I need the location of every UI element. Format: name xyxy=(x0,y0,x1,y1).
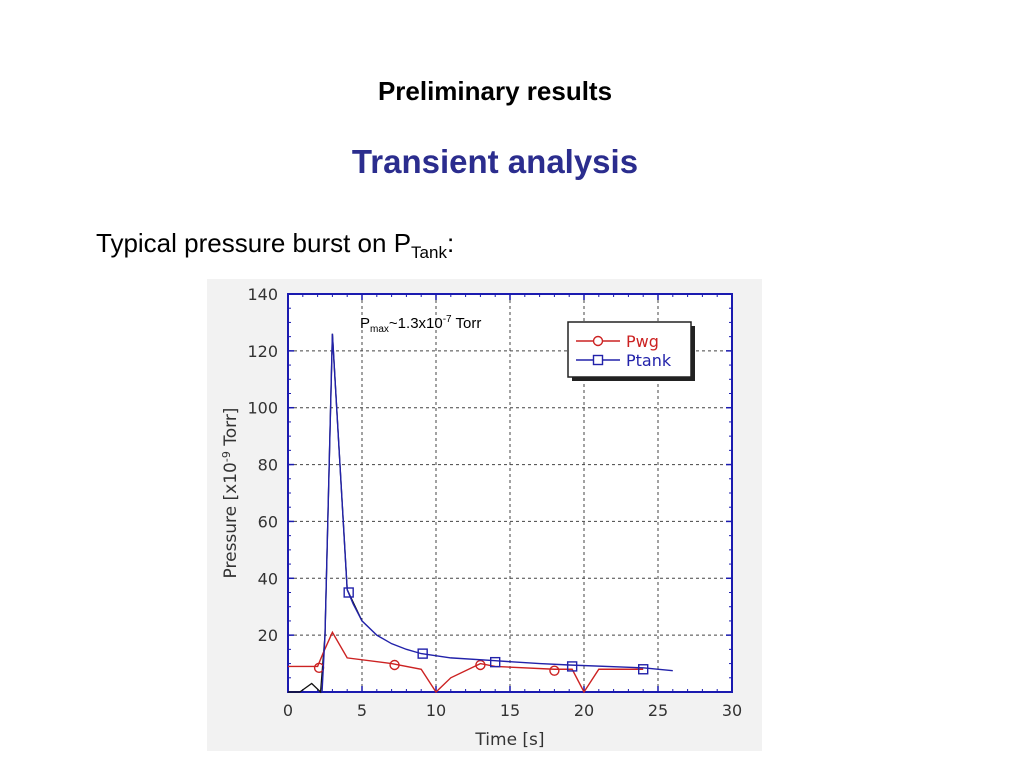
y-tick-label: 140 xyxy=(247,285,278,304)
data-point-ptank xyxy=(490,656,501,668)
data-point-ptank xyxy=(566,661,578,672)
y-tick-label: 20 xyxy=(258,626,278,645)
legend-box xyxy=(567,321,692,378)
x-tick-label: 30 xyxy=(722,701,742,720)
page-title: Preliminary results xyxy=(377,76,613,106)
lead-text-suffix: : xyxy=(446,228,455,258)
legend-label-ptank: Ptank xyxy=(626,351,672,370)
x-tick-label: 15 xyxy=(500,701,520,720)
section-subtitle: Transient analysis xyxy=(351,143,639,180)
legend-label-pwg: Pwg xyxy=(626,332,659,351)
y-axis-title: Pressure [x10-9 Torr] xyxy=(220,408,242,579)
x-tick-label: 0 xyxy=(283,701,293,720)
lead-text-subscript: Tank xyxy=(411,243,447,262)
x-tick-label: 20 xyxy=(574,701,594,720)
lead-text: Typical pressure burst on PTank: xyxy=(96,228,454,263)
legend-marker-ptank xyxy=(592,354,604,366)
x-tick-label: 25 xyxy=(648,701,668,720)
series-line-pwg xyxy=(288,630,644,694)
data-point-ptank xyxy=(417,648,428,659)
y-tick-label: 120 xyxy=(247,342,278,361)
annotation-subscript: max xyxy=(370,324,389,335)
annotation-exponent: -7 xyxy=(442,314,452,325)
annotation-text: ~1.3x10 xyxy=(388,315,443,332)
pmax-annotation: Pmax~1.3x10-7 Torr xyxy=(360,314,481,335)
y-tick-label: 40 xyxy=(258,569,278,588)
y-tick-label: 60 xyxy=(258,512,278,531)
chart-svg: 0 5 10 15 20 25 30 20 40 60 80 100 120 140 Time [s] Pre… xyxy=(220,285,743,750)
annotation-base: P xyxy=(360,315,371,332)
data-point-ptank xyxy=(343,587,354,598)
x-axis-title: Time [s] xyxy=(474,730,544,750)
lead-text-main: Typical pressure burst on P xyxy=(96,228,412,258)
data-point-pwg xyxy=(475,659,486,671)
data-point-ptank xyxy=(638,664,649,675)
data-point-pwg xyxy=(389,659,400,671)
y-tick-label: 100 xyxy=(247,399,278,418)
pressure-chart: 0 5 10 15 20 25 30 20 40 60 80 100 120 140 Time [s] Pre… xyxy=(207,279,762,751)
x-tick-label: 5 xyxy=(357,701,367,720)
y-tick-label: 80 xyxy=(258,456,278,475)
x-tick-label: 10 xyxy=(426,701,446,720)
legend-marker-pwg xyxy=(592,335,604,347)
annotation-unit: Torr xyxy=(451,315,482,332)
data-point-pwg xyxy=(549,665,560,676)
series-line-ptank xyxy=(321,333,673,693)
